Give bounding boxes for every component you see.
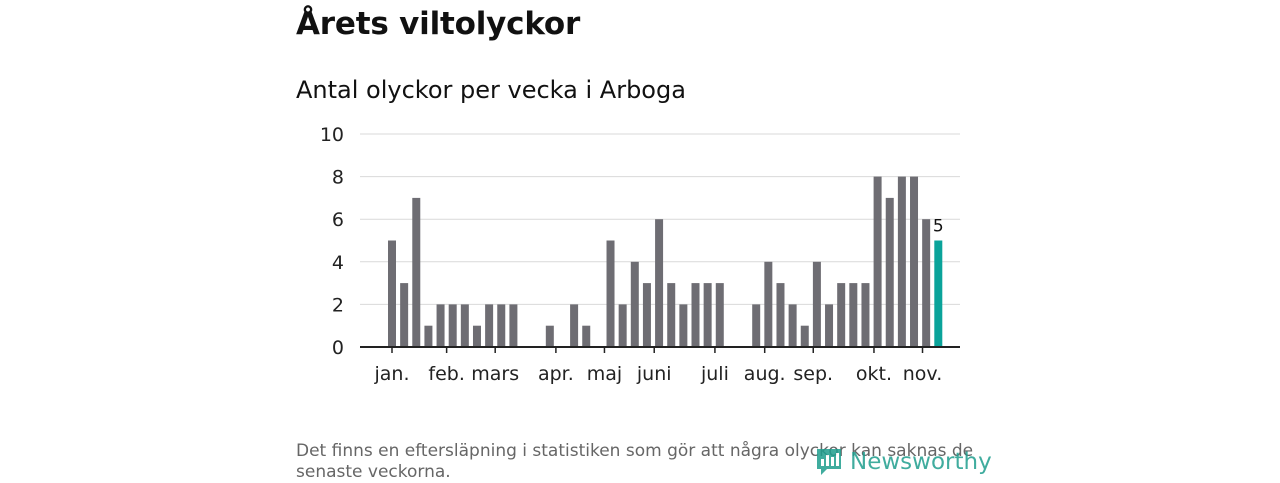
bar — [497, 304, 506, 347]
bar — [837, 283, 846, 347]
bar — [776, 283, 785, 347]
bar — [715, 283, 724, 347]
y-tick-label: 4 — [332, 252, 344, 274]
bar — [764, 261, 773, 347]
bar — [922, 219, 931, 347]
newsworthy-logo-icon — [817, 449, 841, 475]
x-tick-label: sep. — [793, 363, 833, 385]
bar — [388, 240, 396, 347]
bar — [642, 283, 651, 347]
y-tick-label: 6 — [332, 209, 344, 231]
bar — [885, 197, 894, 347]
x-tick-label: juli — [700, 363, 729, 385]
bar — [873, 176, 882, 347]
bar — [788, 304, 797, 347]
x-tick-label: apr. — [538, 363, 574, 385]
bar — [897, 176, 906, 347]
bar — [618, 304, 627, 347]
y-tick-label: 0 — [332, 337, 344, 359]
bar — [606, 240, 615, 347]
bar — [861, 283, 870, 347]
highlight-data-label: 5 — [933, 217, 944, 237]
x-tick-label: maj — [587, 363, 622, 385]
x-tick-label: feb. — [428, 363, 464, 385]
bar — [910, 176, 919, 347]
bar-chart: 0 2 4 6 8 10 5 jan. feb. mars apr. maj juni juli aug. s… — [320, 124, 960, 385]
footnote: Det finns en eftersläpning i statistiken… — [296, 441, 974, 482]
bar — [630, 261, 639, 347]
bar — [424, 325, 433, 347]
bar — [412, 197, 421, 347]
bar — [679, 304, 688, 347]
chart-subtitle: Antal olyckor per vecka i Arboga — [296, 76, 686, 104]
bar — [849, 283, 858, 347]
newsworthy-logo-text: Newsworthy — [850, 449, 992, 475]
x-tick-label: nov. — [903, 363, 942, 385]
bar — [509, 304, 518, 347]
y-tick-label: 8 — [332, 167, 344, 189]
x-tick-label: aug. — [744, 363, 786, 385]
bar — [485, 304, 494, 347]
x-tick-label: okt. — [856, 363, 892, 385]
bar — [545, 325, 554, 347]
bar — [667, 283, 676, 347]
bar — [703, 283, 712, 347]
x-tick-label: jan. — [373, 363, 409, 385]
y-tick-label: 2 — [332, 294, 344, 316]
x-tick-label: mars — [471, 363, 519, 385]
bar — [570, 304, 579, 347]
bar — [812, 261, 821, 347]
chart-title: Årets viltolyckor — [296, 6, 581, 42]
highlighted-bar — [934, 240, 943, 347]
bar — [691, 283, 700, 347]
y-tick-label: 10 — [320, 124, 344, 146]
bar — [436, 304, 445, 347]
bar — [448, 304, 457, 347]
bar — [472, 325, 481, 347]
bar — [400, 283, 409, 347]
bar — [800, 325, 809, 347]
x-tick-label: juni — [636, 363, 672, 385]
bar — [825, 304, 834, 347]
bar — [582, 325, 591, 347]
newsworthy-logo: Newsworthy — [814, 446, 992, 478]
bar — [655, 219, 664, 347]
bar — [752, 304, 761, 347]
bar — [460, 304, 469, 347]
